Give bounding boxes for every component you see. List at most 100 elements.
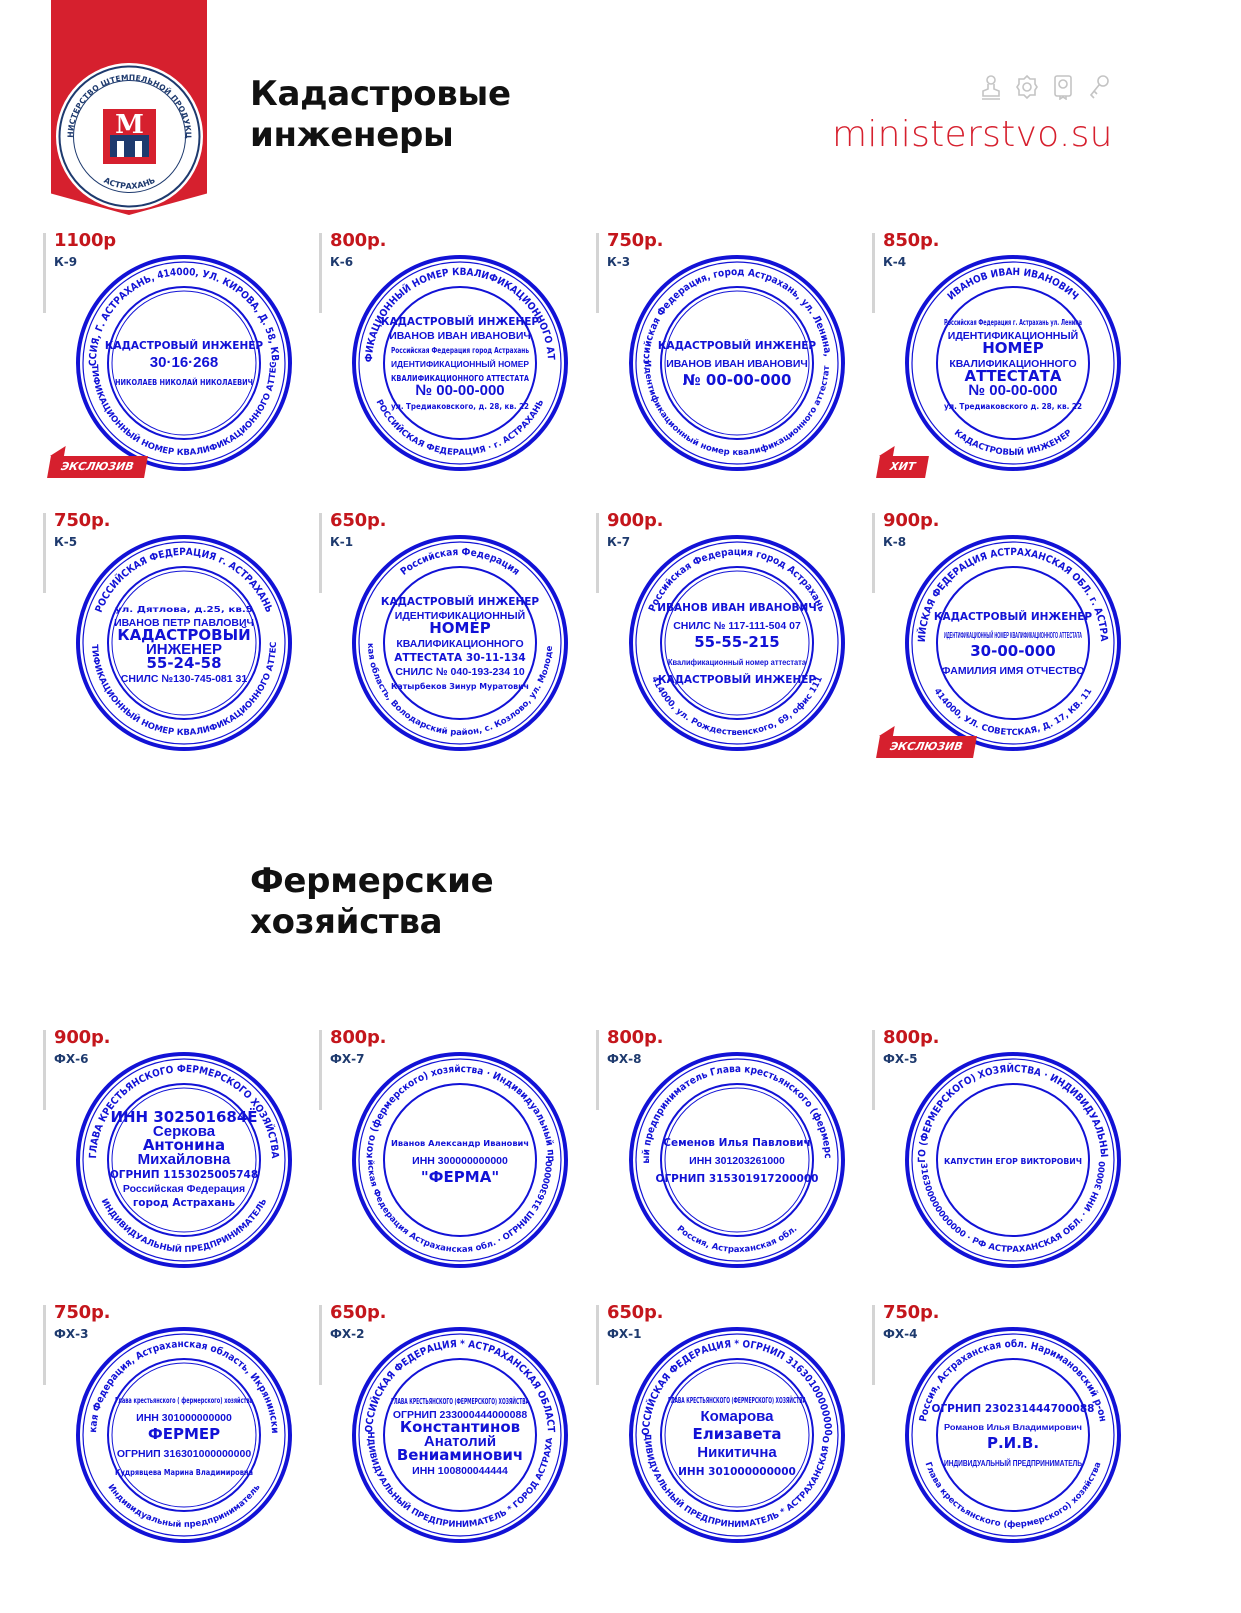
- product-card[interactable]: 750р. ФХ-3Российская Федерация, Астраханс…: [43, 1302, 303, 1575]
- svg-text:Идентификационный номер квалиф: Идентификационный номер квалификационног…: [627, 253, 832, 458]
- product-code: ФХ-1: [607, 1327, 642, 1341]
- seal-icon[interactable]: [1016, 74, 1038, 100]
- stamp-text-line: ул. Дятлова, д.25, кв.5: [115, 605, 254, 614]
- stamp-preview[interactable]: РОССИЯ, Г. АСТРАХАНЬ, 414000, УЛ. КИРОВА…: [74, 253, 294, 473]
- product-card[interactable]: 750р. К-5 РОССИЙСКАЯ ФЕДЕРАЦИЯ г. АСТРАХАН…: [43, 510, 303, 783]
- stamp-preview[interactable]: РОССИЙСКАЯ ФЕДЕРАЦИЯ АСТРАХАНСКАЯ ОБЛ. г…: [903, 533, 1123, 753]
- stamp-text-line: Михайловна: [138, 1151, 231, 1168]
- stamp-text-line: ИНН 100800044444: [412, 1465, 508, 1477]
- certificate-icon[interactable]: [1052, 74, 1074, 100]
- stamp-text-line: Р.И.В.: [987, 1434, 1039, 1452]
- stamp-preview[interactable]: Российская Федерация город Астрахань4140…: [627, 533, 847, 753]
- stamp-preview[interactable]: Индивидуальный предприниматель Глава кре…: [627, 1050, 847, 1270]
- product-card[interactable]: 800р. ФХ-8Индивидуальный предприниматель …: [596, 1027, 856, 1300]
- stamp-text-line: 55-55-215: [694, 633, 780, 651]
- stamp-preview[interactable]: ИВАНОВ ИВАН ИВАНОВИЧ КАДАСТРОВЫЙ ИНЖЕНЕР Р…: [903, 253, 1123, 473]
- stamp-text-line: Антонина: [143, 1136, 225, 1154]
- product-card[interactable]: 800р. ФХ-5ГЛАВА КРЕСТЬЯНСКОГО (ФЕРМЕРСКОГ…: [872, 1027, 1132, 1300]
- stamp-text-line: № 00-00-000: [683, 371, 792, 389]
- svg-text:Индивидуальный предприниматель: Индивидуальный предприниматель: [105, 1483, 262, 1530]
- stamp-text-line: Анатолий: [424, 1433, 496, 1450]
- stamp-text-line: ИДЕНТИФИКАЦИОННЫЙ НОМЕР КВАЛИФИКАЦИОННОГ…: [944, 631, 1082, 640]
- logo-letter: М: [115, 110, 144, 140]
- stamp-text-line: ФЕРМЕР: [148, 1425, 220, 1443]
- stamp-text-line: ФАМИЛИЯ ИМЯ ОТЧЕСТВО: [942, 665, 1085, 677]
- product-price: 1100р: [54, 230, 116, 251]
- product-card[interactable]: 1100р К-9РОССИЯ, Г. АСТРАХАНЬ, 414000, УЛ…: [43, 230, 303, 503]
- brand-logo[interactable]: МИНИСТЕРСТВО ШТЕМПЕЛЬНОЙ ПРОДУКЦИИ АСТРА…: [56, 63, 203, 210]
- product-card[interactable]: 650р. ФХ-1РОССИЙСКАЯ ФЕДЕРАЦИЯ * ОГРНИП 3…: [596, 1302, 856, 1575]
- stamp-text-line: ИНН 301203261000: [689, 1155, 785, 1167]
- svg-text:КАДАСТРОВЫЙ ИНЖЕНЕР: КАДАСТРОВЫЙ ИНЖЕНЕР: [952, 428, 1074, 458]
- product-card[interactable]: 900р. ФХ-6 ГЛАВА КРЕСТЬЯНСКОГО ФЕРМЕРСКОГО…: [43, 1027, 303, 1300]
- card-divider: [319, 1305, 322, 1385]
- stamp-text-line: ИНН 301000000000: [678, 1466, 796, 1478]
- site-url[interactable]: ministerstvo.su: [832, 114, 1113, 155]
- stamp-text-line: ИДЕНТИФИКАЦИОННЫЙ НОМЕР: [391, 360, 530, 369]
- stamp-text-line: Семенов Илья Павлович: [663, 1137, 810, 1149]
- stamp-text-line: ИНЖЕНЕР: [146, 641, 222, 658]
- stamp-text-line: НИКОЛАЕВ НИКОЛАЙ НИКОЛАЕВИЧ: [115, 376, 253, 387]
- stamp-text-line: ИВАНОВ ИВАН ИВАНОВИЧ: [666, 358, 808, 370]
- card-divider: [872, 1030, 875, 1110]
- key-icon[interactable]: [1088, 74, 1110, 100]
- stamp-preview[interactable]: ИДЕНТИФИКАЦИОННЫЙ НОМЕР КВАЛИФИКАЦИОННОГ…: [350, 253, 570, 473]
- stamp-preview[interactable]: ГЛАВА КРЕСТЬЯНСКОГО ФЕРМЕРСКОГО ХОЗЯЙСТВ…: [74, 1050, 294, 1270]
- stamp-ring-bottom-text: Индивидуальный предприниматель: [105, 1483, 262, 1530]
- stamp-preview[interactable]: РОССИЙСКАЯ ФЕДЕРАЦИЯ г. АСТРАХАНЬИДЕНТИФ…: [74, 533, 294, 753]
- exclusive-badge: ЭКСЛЮЗИВ: [876, 736, 977, 758]
- card-divider: [43, 1305, 46, 1385]
- stamp-preview[interactable]: Глава крестьянского (фермерского) хозяйс…: [350, 1050, 570, 1270]
- product-code: ФХ-7: [330, 1052, 365, 1066]
- stamp-text-line: Серкова: [153, 1123, 216, 1140]
- stamp-ring-text: ИВАНОВ ИВАН ИВАНОВИЧ: [946, 267, 1080, 303]
- stamp-text-line: Никитична: [697, 1444, 777, 1461]
- product-price: 900р.: [54, 1027, 111, 1048]
- stamp-text-line: АТТЕСТАТА: [964, 367, 1061, 385]
- product-code: К-5: [54, 535, 78, 549]
- stamp-text-line: КАДАСТРОВЫЙ: [117, 625, 250, 644]
- product-code: К-1: [330, 535, 354, 549]
- product-price: 750р.: [883, 1302, 940, 1323]
- product-card[interactable]: 900р. К-8РОССИЙСКАЯ ФЕДЕРАЦИЯ АСТРАХАНСКА…: [872, 510, 1132, 783]
- stamp-ring-bottom-text: Идентификационный номер квалификационног…: [627, 253, 832, 458]
- stamp-text-line: ИДЕНТИФИКАЦИОННЫЙ: [948, 329, 1078, 342]
- product-price: 800р.: [330, 1027, 387, 1048]
- stamp-text-line: ИНН 302501684Ё: [110, 1107, 257, 1126]
- product-card[interactable]: 800р. ФХ-7Глава крестьянского (фермерског…: [319, 1027, 579, 1300]
- stamp-ring-bottom-text: Россия, Астраханская обл.: [675, 1224, 800, 1255]
- product-card[interactable]: 900р. К-7 Российская Федерация город Астра…: [596, 510, 856, 783]
- product-price: 750р.: [54, 1302, 111, 1323]
- stamp-preview[interactable]: РОССИЙСКАЯ ФЕДЕРАЦИЯ * ОГРНИП 3163010000…: [627, 1325, 847, 1545]
- stamp-text-line: КВАЛИФИКАЦИОННОГО: [949, 358, 1076, 370]
- product-price: 650р.: [607, 1302, 664, 1323]
- product-card[interactable]: 750р. ФХ-4 Россия, Астраханская обл. Нарим…: [872, 1302, 1132, 1575]
- stamp-preview[interactable]: Российская Федерация, город Астрахань, у…: [627, 253, 847, 473]
- section-title-cadastral: Кадастровые инженеры: [250, 74, 511, 155]
- product-card[interactable]: 800р.К-6ИДЕНТИФИКАЦИОННЫЙ НОМЕР КВАЛИФИК…: [319, 230, 579, 503]
- product-card[interactable]: 650р. ФХ-2РОССИЙСКАЯ ФЕДЕРАЦИЯ * АСТРАХАН…: [319, 1302, 579, 1575]
- stamp-preview[interactable]: РОССИЙСКАЯ ФЕДЕРАЦИЯ * АСТРАХАНСКАЯ ОБЛА…: [350, 1325, 570, 1545]
- stamp-text-line: ОГРНИП 230231444700088: [932, 1403, 1095, 1415]
- stamp-text-line: ИВАНОВ ИВАН ИВАНОВИЧ: [657, 602, 817, 614]
- stamp-preview[interactable]: Россия, Астраханская обл. Наримановский …: [903, 1325, 1123, 1545]
- product-code: ФХ-2: [330, 1327, 365, 1341]
- stamp-text-line: КВАЛИФИКАЦИОННОГО АТТЕСТАТА: [391, 374, 530, 383]
- product-code: ФХ-5: [883, 1052, 918, 1066]
- product-card[interactable]: 750р. К-3Российская Федерация, город Астр…: [596, 230, 856, 503]
- product-price: 800р.: [607, 1027, 664, 1048]
- stamp-text-line: ИНН 300000000000: [412, 1155, 508, 1167]
- stamp-icon[interactable]: [980, 74, 1002, 100]
- stamp-text-line: 30·16·268: [150, 354, 218, 371]
- stamp-preview[interactable]: ГЛАВА КРЕСТЬЯНСКОГО (ФЕРМЕРСКОГО) ХОЗЯЙС…: [903, 1050, 1123, 1270]
- stamp-text-line: ул. Тредиаковского, д. 28, кв. 22: [391, 402, 529, 411]
- product-card[interactable]: 850р. К-4 ИВАНОВ ИВАН ИВАНОВИЧ КАДАСТРОВЫЙ …: [872, 230, 1132, 503]
- product-code: К-7: [607, 535, 631, 549]
- product-price: 650р.: [330, 510, 387, 531]
- stamp-preview[interactable]: Российская Федерация, Астраханская облас…: [74, 1325, 294, 1545]
- stamp-text-line: АТТЕСТАТА 30-11-134: [394, 652, 525, 664]
- product-price: 750р.: [54, 510, 111, 531]
- stamp-text-line: ИНН 301000000000: [136, 1412, 232, 1424]
